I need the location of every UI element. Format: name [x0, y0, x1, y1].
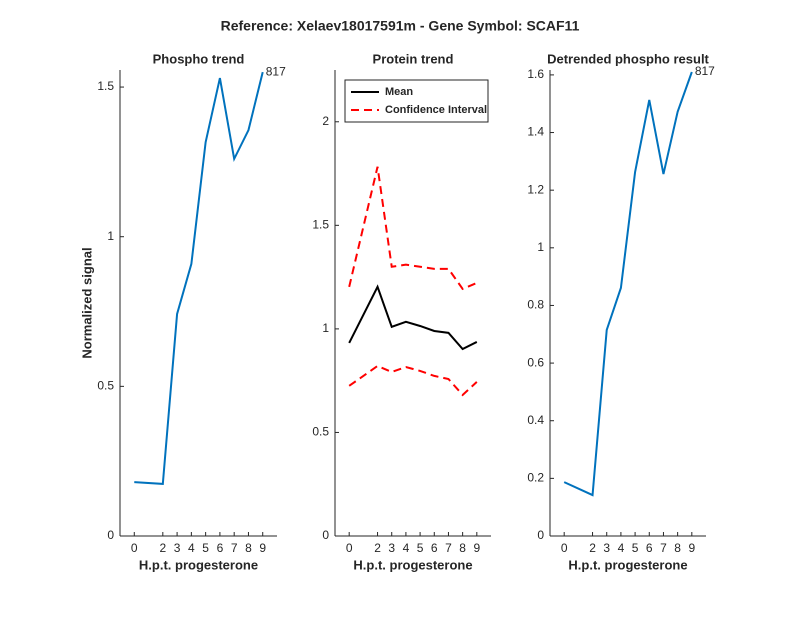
x-tick-label: 0 [131, 541, 138, 555]
x-tick-label: 3 [174, 541, 181, 555]
x-tick-label: 6 [431, 541, 438, 555]
x-tick-label: 8 [674, 541, 681, 555]
y-tick-label: 0.2 [527, 471, 544, 485]
data-line [134, 71, 264, 485]
y-tick-label: 0.8 [527, 298, 544, 312]
subplot-title: Protein trend [373, 51, 454, 66]
x-tick-label: 4 [188, 541, 195, 555]
y-tick-label: 1.5 [312, 218, 329, 232]
y-tick-label: 0 [537, 528, 544, 542]
x-tick-label: 9 [259, 541, 266, 555]
data-line [348, 284, 478, 351]
data-line [563, 71, 693, 497]
y-tick-label: 1 [107, 229, 114, 243]
x-tick-label: 7 [445, 541, 452, 555]
x-tick-label: 7 [660, 541, 667, 555]
legend-label: Confidence Interval [385, 104, 487, 116]
figure-title: Reference: Xelaev18017591m - Gene Symbol… [221, 18, 580, 34]
x-tick-label: 3 [603, 541, 610, 555]
x-tick-label: 9 [688, 541, 695, 555]
legend-label: Mean [385, 86, 413, 98]
x-tick-label: 3 [388, 541, 395, 555]
y-tick-label: 2 [322, 114, 329, 128]
y-tick-label: 0.4 [527, 413, 544, 427]
y-tick-label: 1.6 [527, 67, 544, 81]
y-tick-label: 0 [322, 528, 329, 542]
x-axis-label: H.p.t. progesterone [568, 557, 687, 572]
y-tick-label: 1 [322, 321, 329, 335]
y-tick-label: 1.4 [527, 125, 544, 139]
x-axis-label: H.p.t. progesterone [353, 557, 472, 572]
x-tick-label: 6 [217, 541, 224, 555]
x-tick-label: 5 [632, 541, 639, 555]
x-tick-label: 9 [473, 541, 480, 555]
y-tick-label: 1 [537, 240, 544, 254]
x-tick-label: 2 [159, 541, 166, 555]
subplot-title: Phospho trend [153, 51, 245, 66]
data-line [348, 364, 478, 397]
annotation: 817 [695, 64, 715, 78]
y-tick-label: 0.6 [527, 355, 544, 369]
x-tick-label: 0 [346, 541, 353, 555]
x-tick-label: 5 [202, 541, 209, 555]
x-axis-label: H.p.t. progesterone [139, 557, 258, 572]
y-tick-label: 1.2 [527, 182, 544, 196]
y-axis-label: Normalized signal [79, 247, 94, 358]
x-tick-label: 2 [374, 541, 381, 555]
x-tick-label: 8 [245, 541, 252, 555]
x-tick-label: 0 [561, 541, 568, 555]
annotation: 817 [266, 64, 286, 78]
x-tick-label: 8 [459, 541, 466, 555]
y-tick-label: 0 [107, 528, 114, 542]
y-tick-label: 0.5 [312, 425, 329, 439]
x-tick-label: 4 [403, 541, 410, 555]
legend-box [344, 79, 489, 123]
data-line [348, 166, 478, 291]
y-tick-label: 1.5 [97, 79, 114, 93]
x-tick-label: 4 [618, 541, 625, 555]
x-tick-label: 6 [646, 541, 653, 555]
x-tick-label: 5 [417, 541, 424, 555]
y-tick-label: 0.5 [97, 379, 114, 393]
x-tick-label: 7 [231, 541, 238, 555]
subplot-title: Detrended phospho result [547, 51, 709, 66]
x-tick-label: 2 [589, 541, 596, 555]
